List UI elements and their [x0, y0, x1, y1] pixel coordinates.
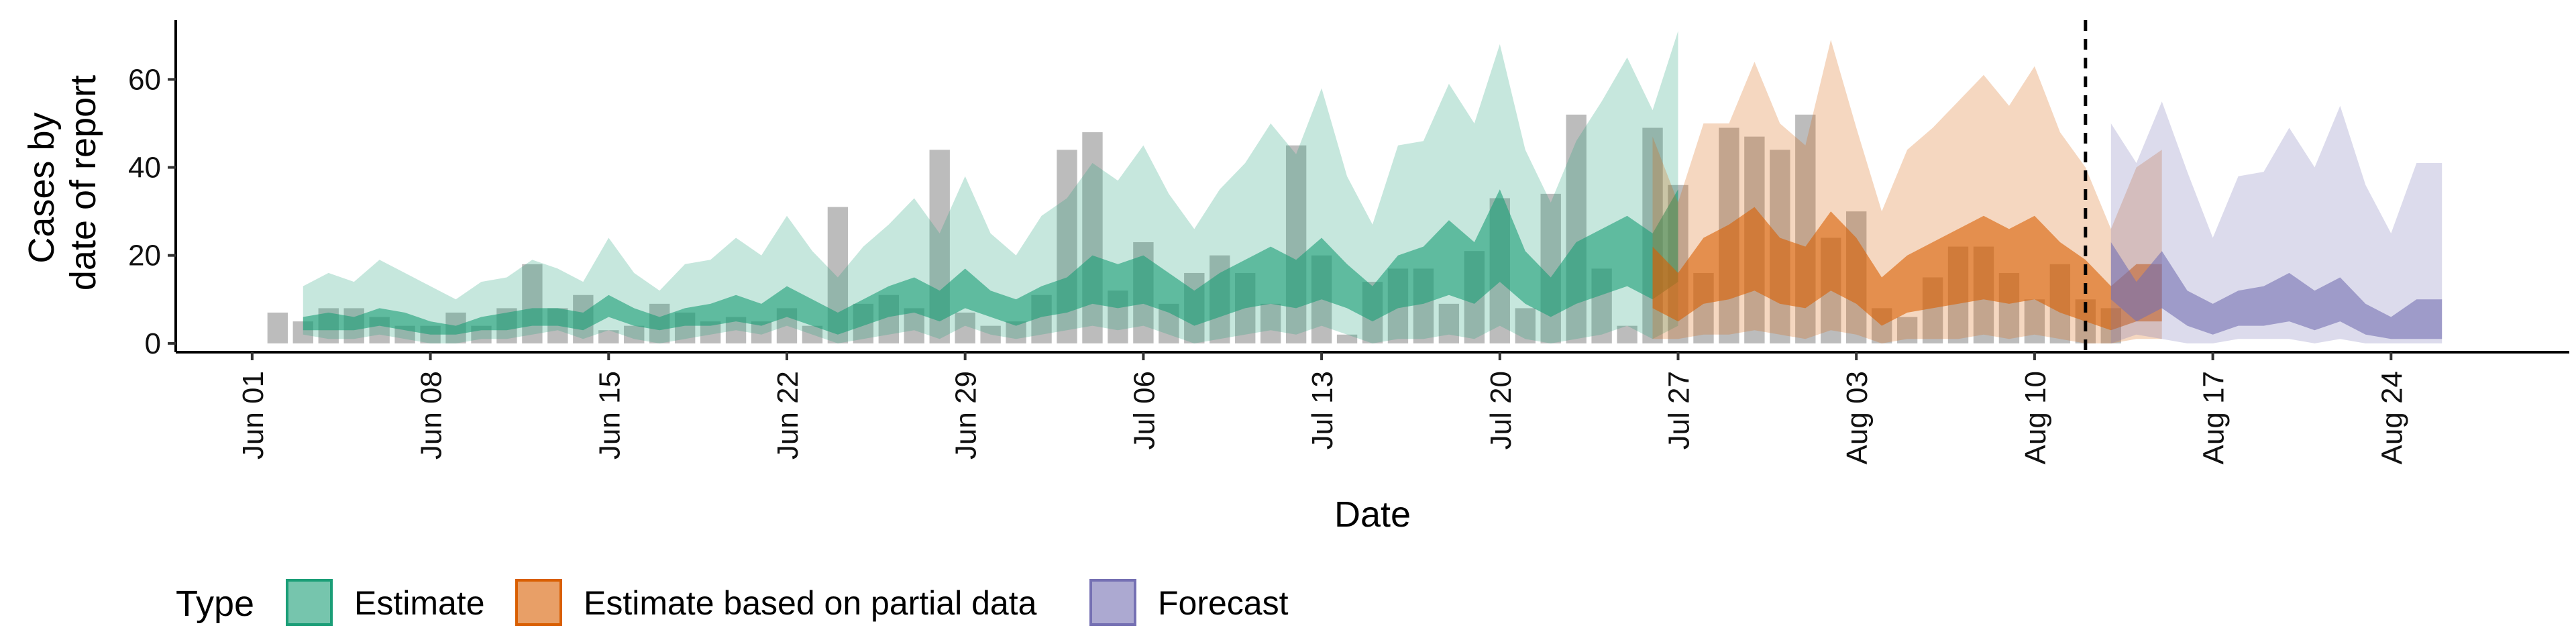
- bar: [980, 325, 1001, 343]
- x-tick-label: Jul 13: [1306, 371, 1339, 449]
- ribbon-inner: [303, 189, 1678, 335]
- bar: [1896, 317, 1918, 343]
- legend-key: [286, 579, 333, 626]
- x-tick-label: Aug 17: [2198, 371, 2231, 464]
- bar: [1617, 325, 1638, 343]
- bar: [955, 312, 975, 343]
- bar: [1082, 132, 1103, 343]
- bar: [2024, 299, 2045, 343]
- bar: [267, 312, 288, 343]
- ribbon-inner: [1652, 207, 2162, 331]
- bar: [802, 325, 823, 343]
- x-tick-label: Aug 24: [2375, 371, 2408, 464]
- x-ticks: Jun 01 Jun 08 Jun 15 Jun 22 Jun 29 Jul 06 Jul …: [237, 352, 2408, 464]
- x-tick-label: Aug 03: [1841, 371, 1874, 464]
- legend-key: [515, 579, 562, 626]
- legend: Type Estimate Estimate based on partial d…: [176, 579, 1289, 626]
- bar: [1515, 308, 1536, 343]
- x-tick-label: Jun 29: [950, 371, 983, 460]
- x-tick-label: Jul 27: [1662, 371, 1695, 449]
- y-tick-label: 40: [128, 152, 161, 184]
- y-tick-label: 60: [128, 63, 161, 96]
- ribbon-inner: [2110, 242, 2443, 339]
- series-layer: [303, 31, 2443, 343]
- legend-label: Forecast: [1158, 584, 1289, 622]
- bar: [1438, 303, 1460, 343]
- y-tick-label: 0: [145, 327, 161, 360]
- legend-title: Type: [176, 584, 254, 624]
- y-ticks: 0 20 40 60: [128, 63, 176, 360]
- legend-label: Estimate: [354, 584, 485, 622]
- bar: [1285, 145, 1307, 343]
- y-axis-title: Cases by date of report: [21, 75, 103, 290]
- x-tick-label: Jun 22: [771, 371, 804, 460]
- bar: [598, 330, 619, 343]
- x-tick-label: Aug 10: [2019, 371, 2052, 464]
- x-tick-label: Jul 06: [1128, 371, 1161, 449]
- y-axis-title-line-2: date of report: [63, 75, 103, 290]
- x-tick-label: Jun 15: [593, 371, 626, 460]
- y-tick-label: 20: [128, 239, 161, 272]
- x-axis-title: Date: [1334, 494, 1411, 535]
- x-tick-label: Jul 20: [1485, 371, 1517, 449]
- x-tick-label: Jun 08: [415, 371, 448, 460]
- legend-label: Estimate based on partial data: [584, 584, 1037, 622]
- bar: [1260, 303, 1281, 343]
- bar: [1336, 334, 1358, 343]
- ribbon-outer: [2110, 101, 2443, 343]
- bar: [624, 325, 645, 343]
- bar: [522, 264, 543, 343]
- legend-key: [1089, 579, 1136, 626]
- y-axis-title-line-1: Cases by: [21, 112, 62, 263]
- x-tick-label: Jun 01: [237, 371, 270, 460]
